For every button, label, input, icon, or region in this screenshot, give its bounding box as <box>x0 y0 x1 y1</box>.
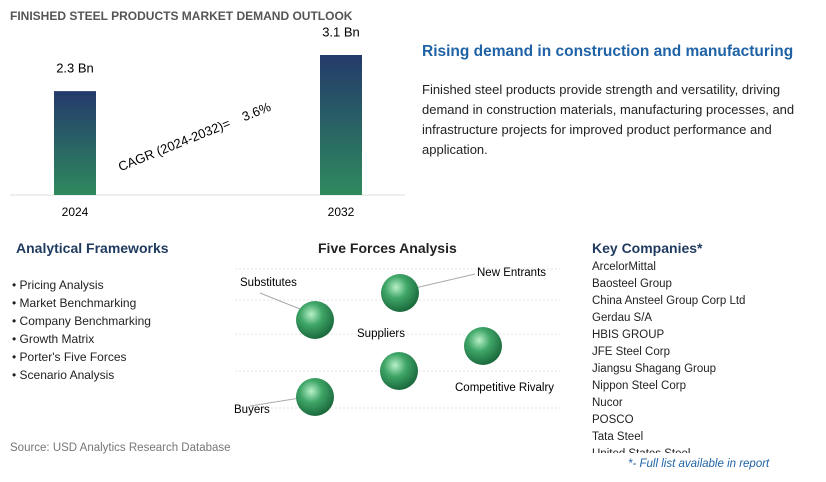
force-label: New Entrants <box>477 267 546 279</box>
list-item: Gerdau S/A <box>592 312 653 324</box>
force-sphere <box>296 301 334 339</box>
bar <box>320 55 362 195</box>
companies-title: Key Companies* <box>592 240 703 256</box>
list-item: Tata Steel <box>592 431 644 443</box>
force-sphere <box>380 352 418 390</box>
force-sphere <box>381 274 419 312</box>
source: Source: USD Analytics Research Database <box>10 442 231 454</box>
x-tick-label: 2032 <box>328 205 355 219</box>
list-item: HBIS GROUP <box>592 329 665 341</box>
companies-list: ArcelorMittal Baosteel Group China Ansteel… <box>592 259 745 453</box>
force-label: Suppliers <box>357 328 405 340</box>
list-item: United States Steel <box>592 446 745 453</box>
force-label: Competitive Rivalry <box>455 382 554 394</box>
x-tick-label: 2024 <box>62 205 89 219</box>
force-sphere <box>296 378 334 416</box>
cagr-label: CAGR (2024-2032)=3.6% <box>116 99 273 174</box>
highlight-text: Finished steel products provide strength… <box>422 82 795 157</box>
list-item: • Company Benchmarking <box>12 314 151 328</box>
list-item: POSCO <box>592 414 634 426</box>
frameworks-title: Analytical Frameworks <box>16 240 169 256</box>
companies-note: *- Full list available in report <box>628 458 770 470</box>
page-title: FINISHED STEEL PRODUCTS MARKET DEMAND OU… <box>10 9 353 23</box>
list-item: • Scenario Analysis <box>12 368 115 382</box>
force-label: Substitutes <box>240 277 297 289</box>
list-item: JFE Steel Corp <box>592 346 670 358</box>
list-item: Nippon Steel Corp <box>592 380 686 392</box>
value-label: 2.3 Bn <box>56 61 94 76</box>
list-item: • Growth Matrix <box>12 332 95 346</box>
list-item: ArcelorMittal <box>592 261 656 273</box>
bar-chart: CAGR (2024-2032)=3.6% 2.3 Bn 2024 3.1 Bn 20… <box>10 24 405 219</box>
highlight-title: Rising demand in construction and manufa… <box>422 43 794 60</box>
value-label: 3.1 Bn <box>322 24 360 39</box>
force-sphere <box>464 327 502 365</box>
list-item: Jiangsu Shagang Group <box>592 363 717 375</box>
frameworks-list: • Pricing Analysis • Market Benchmarking •… <box>12 276 151 384</box>
list-item: Baosteel Group <box>592 278 672 290</box>
force-label: Buyers <box>234 404 270 416</box>
list-item: • Porter's Five Forces <box>12 350 127 364</box>
five-forces: Substitutes New Entrants Suppliers Competit… <box>234 267 560 416</box>
five-forces-title: Five Forces Analysis <box>318 240 457 256</box>
list-item: • Pricing Analysis <box>12 278 104 292</box>
bar <box>54 91 96 195</box>
list-item: • Market Benchmarking <box>12 296 137 310</box>
list-item: China Ansteel Group Corp Ltd <box>592 295 746 307</box>
list-item: Nucor <box>592 397 623 409</box>
